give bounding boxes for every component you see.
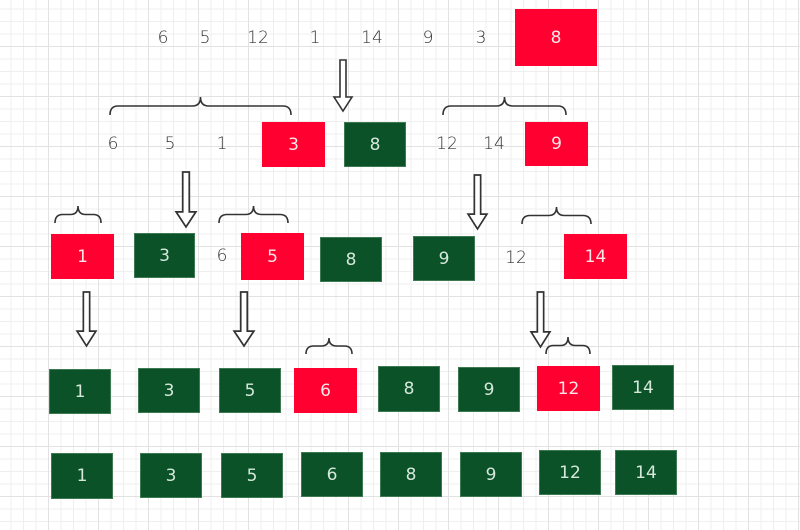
brace-icon [442,96,567,116]
sorted-box: 8 [344,122,406,167]
value: 14 [361,28,383,48]
down-arrow-icon [174,171,198,229]
sorted-box: 6 [301,452,363,497]
pivot-box: 6 [294,368,357,413]
down-arrow-icon [466,174,489,231]
value: 6 [157,28,169,48]
pivot-box: 12 [537,366,600,411]
sorted-box: 3 [140,453,202,498]
down-arrow-icon [332,59,354,113]
brace-icon [218,205,289,224]
sorted-box: 8 [378,366,440,412]
brace-icon [54,205,102,224]
down-arrow-icon [232,291,256,348]
value: 12 [436,134,458,154]
value: 9 [422,28,434,48]
brace-icon [109,96,292,116]
pivot-box: 8 [515,9,597,66]
pivot-box: 1 [51,234,114,279]
sorted-box: 5 [221,453,283,498]
value: 12 [247,28,269,48]
sorted-box: 9 [460,452,522,497]
sorted-box: 1 [51,453,113,499]
sorted-box: 12 [539,450,601,495]
value: 1 [216,134,228,154]
sorted-box: 8 [320,237,382,282]
value: 6 [107,134,119,154]
pivot-box: 14 [564,234,627,279]
down-arrow-icon [75,291,98,348]
sorted-box: 5 [219,368,281,413]
sorted-box: 9 [413,236,475,281]
sorted-box: 1 [49,369,111,414]
value: 5 [199,28,211,48]
value: 5 [164,134,176,154]
pivot-box: 5 [241,233,304,280]
value: 6 [216,246,228,266]
sorted-box: 3 [138,368,200,413]
brace-icon [521,206,592,225]
sorted-box: 14 [612,365,674,410]
down-arrow-icon [529,291,552,349]
value: 3 [475,28,487,48]
value: 12 [505,248,527,268]
sorted-box: 9 [458,367,520,412]
brace-icon [545,336,591,355]
value: 14 [483,134,505,154]
pivot-box: 3 [262,122,325,167]
sorted-box: 8 [380,452,442,497]
sorted-box: 14 [615,450,677,495]
value: 1 [309,28,321,48]
pivot-box: 9 [525,122,588,166]
sorted-box: 3 [134,233,195,278]
brace-icon [305,337,353,355]
